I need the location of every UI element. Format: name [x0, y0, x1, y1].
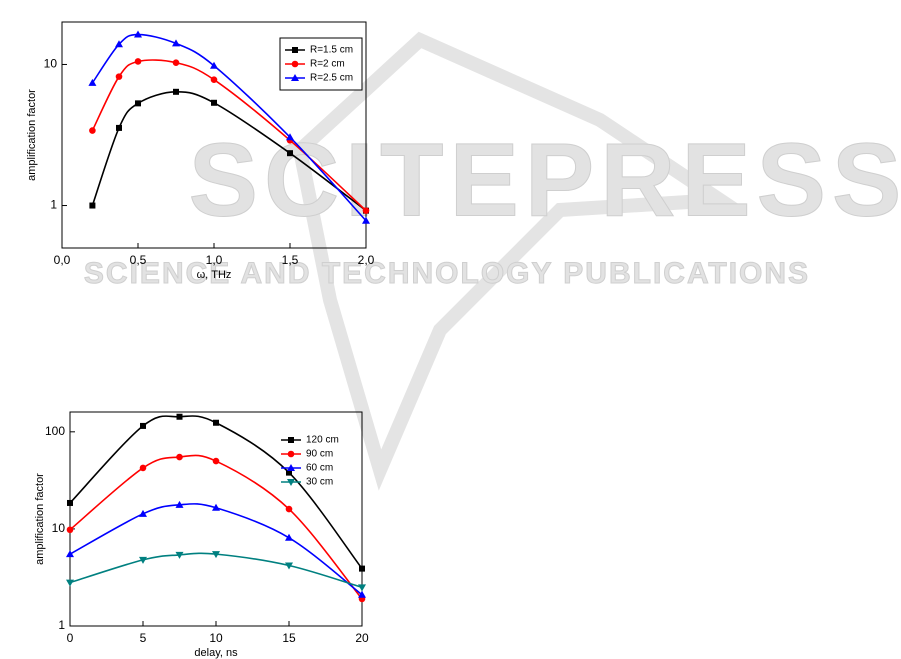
y-tick-label: 10: [52, 521, 66, 535]
marker: [173, 88, 179, 95]
marker: [212, 503, 220, 511]
marker: [88, 78, 97, 86]
marker: [359, 565, 365, 572]
marker: [172, 59, 180, 66]
marker: [362, 216, 370, 224]
marker: [362, 207, 370, 214]
y-axis-label: amplification factor: [26, 89, 38, 181]
x-tick-label: 20: [355, 631, 369, 645]
watermark-shape: [292, 31, 742, 491]
legend-label: 30 cm: [306, 477, 333, 488]
legend-label: 120 cm: [306, 435, 339, 446]
marker: [116, 124, 122, 131]
marker: [285, 533, 293, 541]
watermark-title: SCITEPRESS: [189, 122, 901, 238]
series-line: [69, 552, 363, 589]
y-tick-label: 1: [50, 198, 57, 212]
marker: [139, 464, 147, 472]
marker: [285, 562, 293, 570]
marker: [213, 419, 219, 426]
legend-label: R=1.5 cm: [310, 45, 353, 56]
marker: [358, 590, 366, 598]
x-tick-label: 1,0: [206, 253, 223, 267]
marker: [210, 76, 218, 83]
marker: [139, 509, 147, 517]
marker: [115, 40, 123, 48]
watermark-subtitle: SCIENCE AND TECHNOLOGY PUBLICATIONS: [84, 257, 810, 290]
marker: [66, 579, 74, 587]
marker: [286, 133, 294, 141]
marker: [358, 584, 366, 592]
legend-label: 90 cm: [306, 449, 333, 460]
x-axis-label: delay, ns: [194, 647, 238, 659]
y-tick-label: 10: [44, 57, 58, 71]
legend-marker: [287, 464, 295, 471]
marker: [66, 526, 74, 534]
marker: [89, 127, 96, 134]
marker: [285, 505, 293, 513]
x-tick-label: 15: [282, 631, 296, 645]
series-line: [69, 503, 363, 596]
marker: [287, 150, 293, 157]
marker: [176, 413, 183, 420]
series-line: [69, 454, 363, 600]
series-line: [69, 415, 363, 570]
x-tick-label: 0,0: [54, 253, 71, 267]
legend-marker: [287, 450, 295, 458]
marker: [66, 550, 74, 558]
legend-label: R=2.5 cm: [310, 73, 353, 84]
legend-marker: [291, 60, 299, 68]
marker: [212, 457, 220, 465]
y-tick-label: 1: [58, 618, 65, 632]
marker: [89, 202, 96, 209]
x-tick-label: 1,5: [282, 253, 299, 267]
marker: [140, 422, 146, 429]
marker: [210, 61, 218, 69]
marker: [172, 39, 180, 47]
marker: [286, 469, 292, 476]
x-tick-label: 2,0: [358, 253, 375, 267]
legend-marker: [291, 74, 299, 81]
x-tick-label: 5: [140, 631, 147, 645]
marker: [135, 100, 141, 107]
legend-marker: [287, 479, 295, 486]
marker: [134, 30, 142, 38]
legend-label: R=2 cm: [310, 59, 345, 70]
marker: [176, 453, 183, 461]
y-axis-label: amplification factor: [34, 473, 46, 565]
x-axis-label: ω, THz: [197, 269, 232, 281]
legend-marker: [292, 47, 298, 53]
marker: [211, 99, 217, 106]
x-tick-label: 10: [209, 631, 223, 645]
marker: [175, 500, 184, 508]
marker: [115, 73, 123, 80]
legend-label: 60 cm: [306, 463, 333, 474]
marker: [134, 58, 142, 65]
y-tick-label: 100: [45, 424, 65, 438]
marker: [139, 556, 147, 564]
marker: [67, 499, 73, 506]
x-tick-label: 0: [67, 631, 74, 645]
marker: [212, 551, 220, 559]
x-tick-label: 0,5: [130, 253, 147, 267]
marker: [175, 551, 184, 559]
legend-marker: [288, 437, 294, 443]
